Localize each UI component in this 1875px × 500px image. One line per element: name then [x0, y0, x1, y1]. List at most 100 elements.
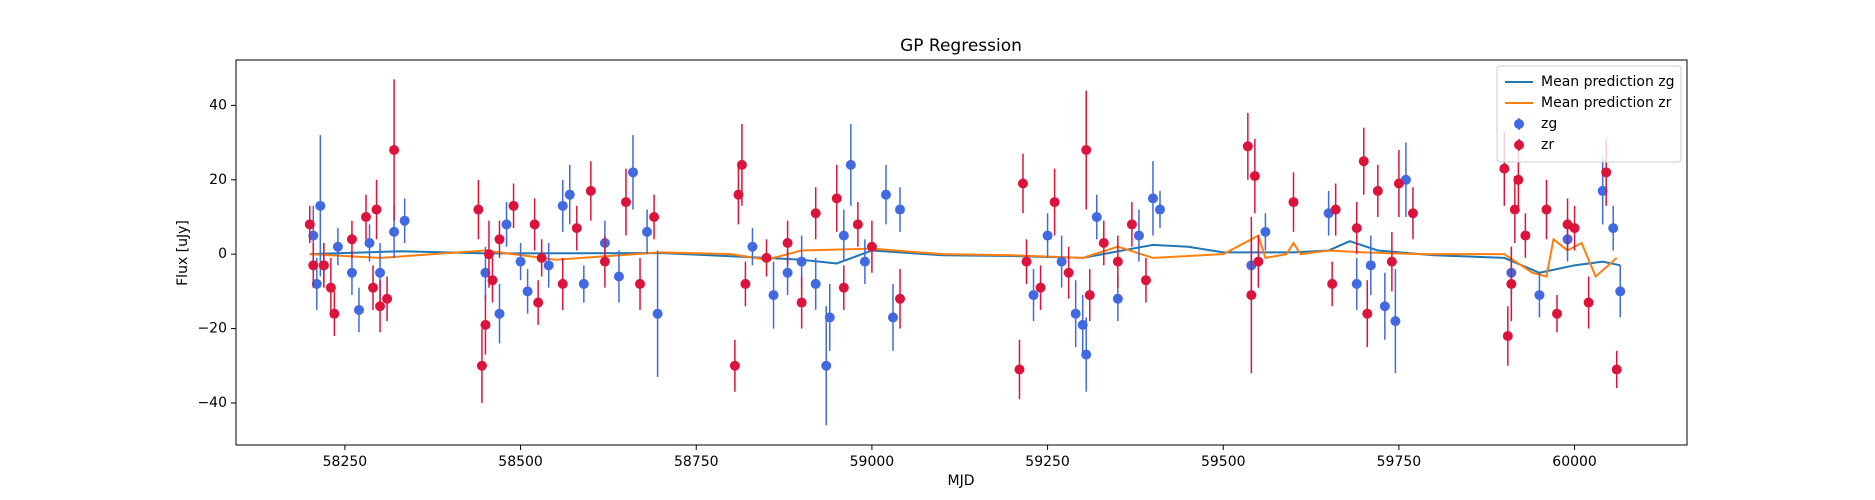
data-point [1615, 286, 1626, 297]
data-point [494, 234, 505, 245]
data-point [1608, 223, 1619, 234]
data-point [1330, 204, 1341, 215]
data-point [557, 278, 568, 289]
y-tick-label: 40 [209, 97, 227, 113]
data-point [1242, 141, 1253, 152]
data-point [852, 219, 863, 230]
data-point [480, 267, 491, 278]
data-point [1583, 297, 1594, 308]
data-point [1365, 260, 1376, 271]
x-tick-label: 60000 [1552, 454, 1597, 470]
data-point [557, 200, 568, 211]
data-point [824, 312, 835, 323]
plot-frame [235, 59, 1688, 446]
data-point [1126, 219, 1137, 230]
data-point [1597, 185, 1608, 196]
data-point [1611, 364, 1622, 375]
data-point [529, 219, 540, 230]
data-point [628, 167, 639, 178]
data-point [810, 208, 821, 219]
data-point [1260, 226, 1271, 237]
data-point [838, 282, 849, 293]
data-point [821, 360, 832, 371]
y-axis-label: Flux [uJy] [175, 220, 191, 286]
data-point [1028, 290, 1039, 301]
data-point [480, 319, 491, 330]
data-point [845, 159, 856, 170]
data-point [315, 200, 326, 211]
data-point [895, 204, 906, 215]
data-point [1372, 185, 1383, 196]
legend-box [1496, 65, 1682, 163]
data-point [1112, 256, 1123, 267]
data-point [515, 256, 526, 267]
data-point [1407, 208, 1418, 219]
data-point [1049, 197, 1060, 208]
data-point [399, 215, 410, 226]
x-tick-label: 58250 [323, 454, 368, 470]
data-point [375, 301, 386, 312]
data-point [501, 219, 512, 230]
data-point [1351, 223, 1362, 234]
data-point [564, 189, 575, 200]
data-point [1155, 204, 1166, 215]
data-point [1246, 290, 1257, 301]
x-tick-label: 58500 [498, 454, 543, 470]
data-point [311, 278, 322, 289]
data-point [578, 278, 589, 289]
data-point [522, 286, 533, 297]
data-point [1042, 230, 1053, 241]
legend-marker [1514, 119, 1524, 129]
data-point [1288, 197, 1299, 208]
data-point [1098, 238, 1109, 249]
data-point [389, 226, 400, 237]
data-point [635, 278, 646, 289]
data-point [761, 252, 772, 263]
x-tick-label: 59000 [850, 454, 895, 470]
data-point [796, 297, 807, 308]
data-point [1379, 301, 1390, 312]
data-point [736, 159, 747, 170]
data-point [1351, 278, 1362, 289]
y-tick-label: 0 [218, 246, 227, 262]
data-point [838, 230, 849, 241]
data-point [382, 293, 393, 304]
data-point [360, 211, 371, 222]
data-point [831, 193, 842, 204]
data-point [740, 278, 751, 289]
data-point [1362, 308, 1373, 319]
legend-label: Mean prediction zg [1541, 74, 1675, 90]
data-point [346, 267, 357, 278]
data-point [1520, 230, 1531, 241]
data-point [768, 290, 779, 301]
data-point [1014, 364, 1025, 375]
x-axis-label: MJD [948, 473, 975, 489]
data-point [782, 267, 793, 278]
data-point [1077, 319, 1088, 330]
data-point [1393, 178, 1404, 189]
data-point [1056, 256, 1067, 267]
data-point [649, 211, 660, 222]
data-point [1534, 290, 1545, 301]
data-point [329, 308, 340, 319]
x-tick-label: 59250 [1025, 454, 1070, 470]
data-point [1081, 349, 1092, 360]
data-point [476, 360, 487, 371]
data-point [620, 197, 631, 208]
x-tick-label: 58750 [674, 454, 719, 470]
data-point [1390, 316, 1401, 327]
data-point [308, 230, 319, 241]
legend-label: zg [1541, 116, 1557, 132]
data-point [308, 260, 319, 271]
data-point [733, 189, 744, 200]
data-point [375, 267, 386, 278]
data-point [887, 312, 898, 323]
x-tick-label: 59500 [1201, 454, 1246, 470]
legend-label: zr [1541, 137, 1554, 153]
data-point [508, 200, 519, 211]
data-point [571, 223, 582, 234]
data-point [1140, 275, 1151, 286]
data-point [1327, 278, 1338, 289]
data-point [1112, 293, 1123, 304]
x-tick-label: 59750 [1377, 454, 1422, 470]
